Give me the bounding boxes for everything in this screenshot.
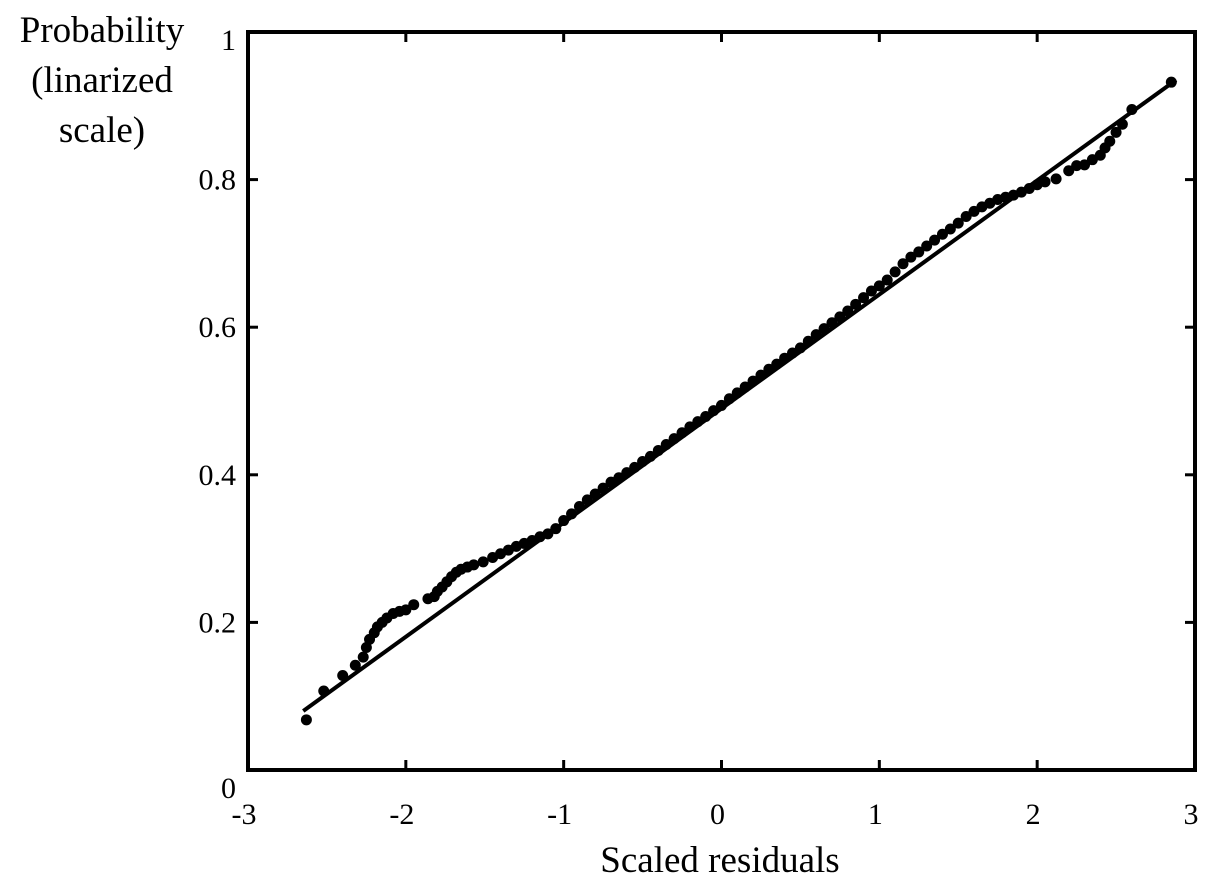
data-point [723, 393, 735, 405]
data-point [708, 405, 720, 417]
data-point [676, 427, 688, 439]
data-point [1050, 173, 1062, 185]
x-tick-label: 0 [710, 798, 725, 831]
data-point [850, 298, 862, 310]
data-point [400, 604, 412, 616]
data-point [300, 714, 312, 726]
y-tick-label: 0 [221, 772, 236, 805]
data-point [542, 528, 554, 540]
data-points [300, 76, 1177, 726]
data-point [468, 559, 480, 571]
data-point [477, 556, 489, 568]
data-point [621, 467, 633, 479]
y-tick-label: 0.2 [199, 606, 237, 639]
data-point [865, 285, 877, 297]
data-point [408, 599, 420, 611]
x-tick-label: 1 [868, 798, 883, 831]
data-point [905, 251, 917, 263]
data-point [747, 375, 759, 387]
data-point [787, 347, 799, 359]
x-tick-label: 3 [1184, 798, 1199, 831]
data-point [794, 342, 806, 354]
data-point [834, 311, 846, 323]
data-point [1110, 126, 1122, 138]
x-tick-label: -3 [232, 798, 257, 831]
y-tick-label: 1 [221, 24, 236, 57]
data-point [881, 274, 893, 286]
data-point [589, 488, 601, 500]
y-tick-label: 0.6 [199, 311, 237, 344]
data-point [566, 508, 578, 520]
data-point [755, 369, 767, 381]
data-point [763, 363, 775, 375]
y-tick-labels: 0 0.2 0.4 0.6 0.8 1 [199, 24, 237, 805]
data-point [692, 416, 704, 428]
data-point [1079, 159, 1091, 171]
y-tick-label: 0.8 [199, 164, 237, 197]
data-point [660, 439, 672, 451]
x-tick-label: -2 [389, 798, 414, 831]
data-point [960, 211, 972, 222]
data-point [889, 266, 901, 278]
data-point [913, 246, 925, 258]
data-point [1126, 103, 1138, 115]
data-point [810, 329, 822, 341]
data-point [637, 456, 649, 468]
data-point [652, 444, 664, 456]
data-point [921, 240, 933, 252]
data-point [802, 335, 814, 347]
data-point [550, 523, 562, 535]
data-point [357, 651, 369, 663]
data-point [1039, 176, 1051, 188]
data-point [779, 352, 791, 364]
y-tick-label: 0.4 [199, 459, 237, 492]
data-point [873, 280, 885, 292]
data-point [1116, 118, 1128, 130]
data-point [318, 685, 330, 697]
data-point [349, 659, 361, 671]
x-axis-title: Scaled residuals [600, 840, 839, 881]
data-point [731, 387, 743, 399]
data-point [597, 482, 609, 494]
data-point [739, 381, 751, 393]
data-point [858, 292, 870, 304]
data-point [936, 228, 948, 240]
data-point [818, 323, 830, 335]
data-point [573, 501, 585, 513]
data-point [581, 494, 593, 506]
x-tick-label: -1 [547, 798, 572, 831]
data-point [1063, 165, 1075, 177]
y-axis-title: Probability (linarized scale) [20, 10, 185, 151]
data-point [700, 410, 712, 422]
data-point [644, 450, 656, 462]
data-point [826, 317, 838, 329]
data-point [944, 223, 956, 235]
data-point [668, 433, 680, 445]
data-point [842, 305, 854, 317]
data-point [1165, 76, 1177, 88]
data-point [897, 258, 909, 270]
data-point [613, 472, 625, 484]
y-axis-title-line-2: (linarized [31, 60, 173, 101]
data-point [929, 234, 941, 246]
data-point [952, 217, 964, 229]
data-point [1104, 135, 1116, 147]
data-point [716, 399, 727, 411]
data-point [337, 670, 349, 682]
y-axis-title-line-3: scale) [59, 110, 145, 151]
x-tick-labels: -3 -2 -1 0 1 2 3 [232, 798, 1199, 831]
data-point [558, 515, 570, 527]
data-point [771, 358, 783, 370]
y-axis-title-line-1: Probability [20, 10, 185, 51]
x-tick-label: 2 [1026, 798, 1041, 831]
plot-frame [246, 30, 1197, 772]
data-point [629, 461, 641, 473]
data-point [684, 421, 696, 433]
data-point [1071, 160, 1083, 172]
